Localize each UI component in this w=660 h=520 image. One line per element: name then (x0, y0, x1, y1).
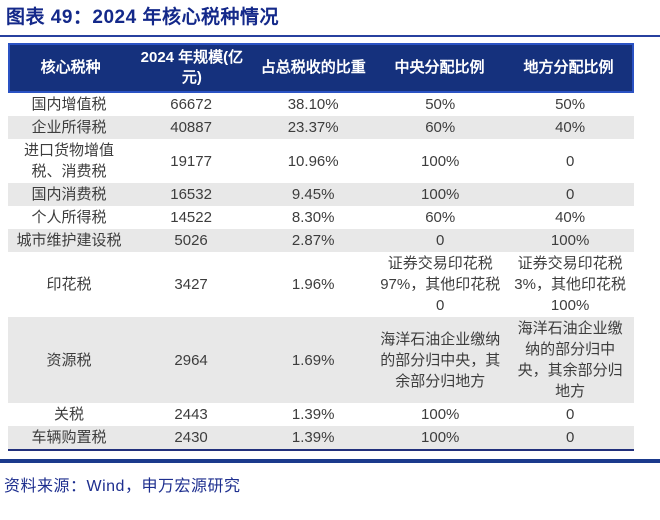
cell-central-ratio: 海洋石油企业缴纳的部分归中央，其余部分归地方 (380, 330, 501, 390)
cell-local-ratio: 0 (565, 152, 575, 170)
column-header-local-ratio: 地方分配比例 (523, 59, 614, 76)
cell-tax-name: 资源税 (46, 351, 92, 369)
cell-scale: 16532 (170, 186, 212, 203)
cell-scale: 14522 (170, 209, 212, 226)
cell-scale: 19177 (170, 152, 212, 170)
cell-share: 38.10% (287, 96, 339, 113)
cell-scale: 66672 (170, 96, 212, 113)
cell-tax-name: 进口货物增值税、消费税 (24, 142, 115, 180)
cell-scale: 2443 (174, 406, 208, 423)
cell-share: 1.39% (291, 429, 335, 446)
column-header-scale-2024: 2024 年规模(亿元) (140, 49, 244, 86)
column-header-tax-name: 核心税种 (40, 59, 101, 76)
table-row: 关税 2443 1.39% 100% 0 (8, 403, 634, 426)
cell-scale: 2430 (174, 429, 208, 446)
cell-central-ratio: 0 (436, 232, 445, 249)
cell-share: 9.45% (291, 186, 335, 203)
cell-scale: 3427 (174, 276, 208, 293)
cell-share: 8.30% (291, 209, 335, 226)
cell-central-ratio: 50% (425, 96, 456, 113)
cell-share: 10.96% (287, 152, 339, 170)
cell-share: 1.39% (291, 406, 335, 423)
cell-tax-name: 国内增值税 (31, 96, 107, 113)
figure-title: 图表 49：2024 年核心税种情况 (6, 7, 279, 28)
table-row: 国内消费税 16532 9.45% 100% 0 (8, 183, 634, 206)
cell-scale: 5026 (174, 232, 208, 249)
cell-local-ratio: 0 (565, 406, 575, 423)
cell-share: 23.37% (287, 119, 339, 136)
table-body: 国内增值税 66672 38.10% 50% 50% 企业所得税 40887 23.37% 60… (8, 93, 634, 449)
cell-local-ratio: 证券交易印花税 3%，其他印花税 100% (514, 255, 626, 314)
cell-tax-name: 印花税 (46, 276, 92, 293)
table-header-row: 核心税种 2024 年规模(亿元) 占总税收的比重 中央分配比例 地方分配比例 (8, 43, 634, 93)
footer-divider (0, 459, 660, 463)
cell-central-ratio: 100% (421, 152, 460, 170)
cell-share: 2.87% (291, 232, 335, 249)
table-row: 资源税 2964 1.69% 海洋石油企业缴纳的部分归中央，其余部分归地方 海洋石油企业… (8, 317, 634, 403)
cell-local-ratio: 海洋石油企业缴纳的部分归中央，其余部分归地方 (517, 320, 623, 400)
cell-tax-name: 关税 (54, 406, 85, 423)
cell-central-ratio: 60% (425, 119, 456, 136)
cell-tax-name: 国内消费税 (31, 186, 107, 203)
cell-share: 1.69% (291, 351, 335, 369)
table-row: 印花税 3427 1.96% 证券交易印花税 97%，其他印花税 0 证券交易印花税 3… (8, 252, 634, 317)
cell-tax-name: 车辆购置税 (31, 429, 107, 446)
cell-central-ratio: 100% (421, 429, 460, 446)
cell-local-ratio: 100% (550, 232, 590, 249)
table-row: 进口货物增值税、消费税 19177 10.96% 100% 0 (8, 139, 634, 183)
cell-local-ratio: 0 (565, 429, 575, 446)
cell-local-ratio: 40% (555, 119, 586, 136)
column-header-share-of-total: 占总税收的比重 (260, 59, 366, 76)
source-note: 资料来源：Wind，申万宏源研究 (4, 478, 241, 495)
cell-local-ratio: 0 (565, 186, 575, 203)
cell-central-ratio: 100% (421, 186, 460, 203)
table-row: 车辆购置税 2430 1.39% 100% 0 (8, 426, 634, 449)
tax-table: 核心税种 2024 年规模(亿元) 占总税收的比重 中央分配比例 地方分配比例 … (8, 43, 634, 451)
cell-tax-name: 城市维护建设税 (16, 232, 122, 249)
cell-scale: 2964 (174, 351, 208, 369)
cell-central-ratio: 证券交易印花税 97%，其他印花税 0 (380, 255, 501, 314)
cell-tax-name: 个人所得税 (31, 209, 107, 226)
cell-local-ratio: 40% (555, 209, 586, 226)
table-row: 国内增值税 66672 38.10% 50% 50% (8, 93, 634, 116)
table-row: 个人所得税 14522 8.30% 60% 40% (8, 206, 634, 229)
cell-share: 1.96% (291, 276, 335, 293)
table-row: 企业所得税 40887 23.37% 60% 40% (8, 116, 634, 139)
cell-local-ratio: 50% (555, 96, 586, 113)
cell-tax-name: 企业所得税 (31, 119, 107, 136)
cell-scale: 40887 (170, 119, 212, 136)
column-header-central-ratio: 中央分配比例 (394, 59, 485, 76)
table-row: 城市维护建设税 5026 2.87% 0 100% (8, 229, 634, 252)
title-underline (0, 35, 660, 37)
cell-central-ratio: 100% (421, 406, 460, 423)
cell-central-ratio: 60% (425, 209, 456, 226)
